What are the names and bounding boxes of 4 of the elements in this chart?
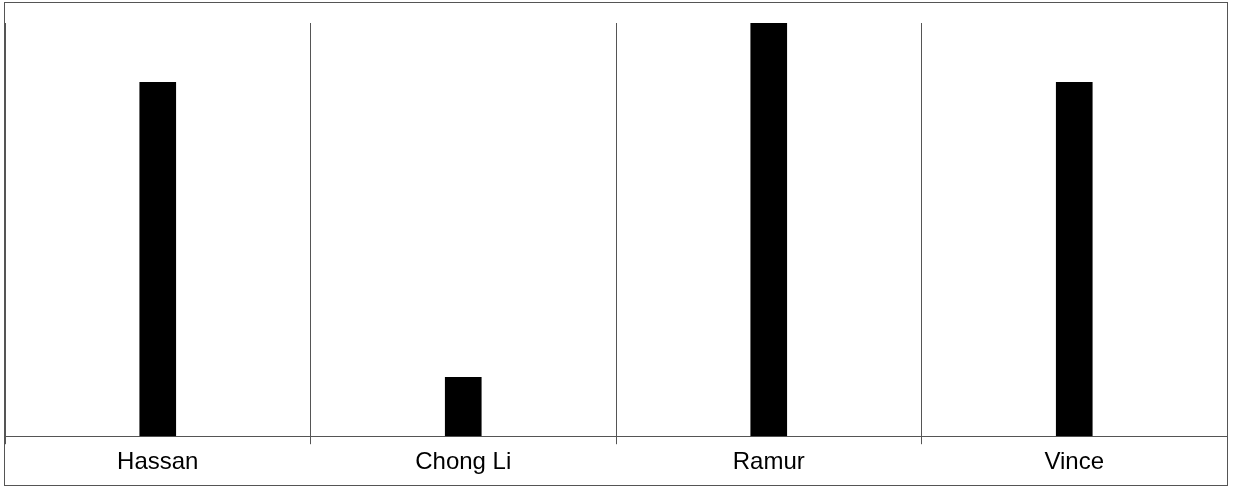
x-tick-label: Ramur	[732, 447, 805, 475]
x-tick-label: Chong Li	[415, 447, 512, 475]
x-tick-label: Vince	[1044, 447, 1105, 475]
x-tick-label: Hassan	[117, 447, 199, 475]
